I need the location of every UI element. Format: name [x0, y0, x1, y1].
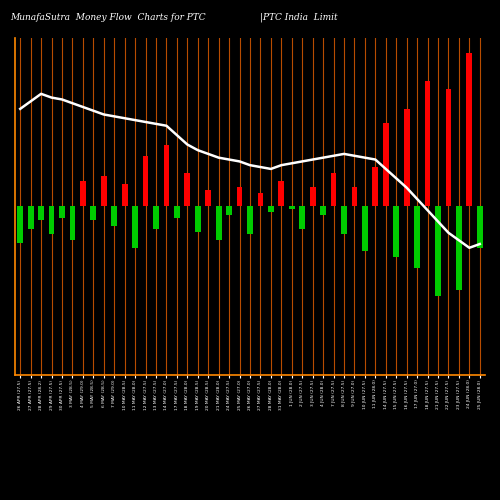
Bar [70, 206, 75, 240]
Bar [112, 206, 117, 226]
Bar [226, 206, 232, 215]
Bar [18, 206, 23, 243]
Bar [372, 168, 378, 206]
Bar [132, 206, 138, 248]
Bar [383, 122, 388, 206]
Bar [352, 187, 358, 206]
Bar [59, 206, 65, 218]
Bar [184, 173, 190, 206]
Bar [394, 206, 399, 257]
Bar [38, 206, 44, 220]
Bar [456, 206, 462, 290]
Bar [80, 182, 86, 206]
Bar [153, 206, 159, 229]
Bar [300, 206, 305, 229]
Bar [404, 108, 409, 206]
Bar [164, 145, 170, 206]
Bar [414, 206, 420, 268]
Bar [247, 206, 253, 234]
Bar [122, 184, 128, 206]
Bar [28, 206, 34, 229]
Bar [174, 206, 180, 218]
Bar [341, 206, 347, 234]
Bar [90, 206, 96, 220]
Bar [446, 89, 452, 206]
Bar [278, 182, 284, 206]
Bar [142, 156, 148, 206]
Text: MunafaSutra  Money Flow  Charts for PTC: MunafaSutra Money Flow Charts for PTC [10, 12, 205, 22]
Bar [236, 187, 242, 206]
Bar [362, 206, 368, 251]
Bar [258, 192, 264, 206]
Bar [435, 206, 441, 296]
Bar [101, 176, 106, 206]
Bar [424, 81, 430, 206]
Bar [477, 206, 482, 248]
Bar [216, 206, 222, 240]
Bar [310, 187, 316, 206]
Bar [466, 53, 472, 206]
Bar [48, 206, 54, 234]
Bar [330, 173, 336, 206]
Bar [289, 206, 294, 210]
Bar [206, 190, 211, 206]
Text: |PTC India  Limit: |PTC India Limit [260, 12, 338, 22]
Bar [320, 206, 326, 215]
Bar [268, 206, 274, 212]
Bar [195, 206, 200, 232]
